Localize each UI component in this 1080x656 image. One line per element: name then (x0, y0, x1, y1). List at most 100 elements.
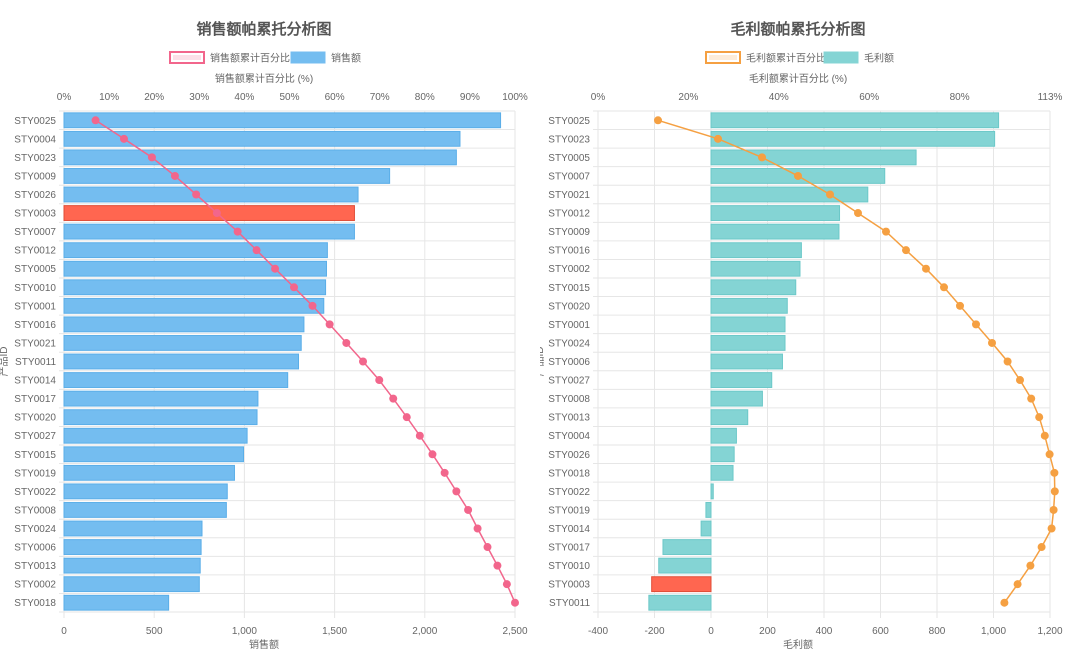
cumulative-point (1045, 450, 1054, 459)
category-label: STY0016 (548, 246, 590, 257)
legend-swatch-bar (823, 51, 859, 64)
top-tick-label: 0% (57, 92, 72, 103)
cumulative-point (988, 338, 996, 347)
bottom-tick-label: 1,500 (322, 626, 347, 637)
bar (710, 242, 802, 259)
cumulative-point (1003, 357, 1012, 366)
category-label: STY0015 (548, 283, 590, 294)
bar (63, 242, 328, 259)
category-label: STY0010 (14, 283, 56, 294)
bar (63, 409, 258, 426)
cumulative-point (794, 171, 802, 180)
cumulative-point (308, 301, 317, 310)
cumulative-point (1049, 505, 1058, 514)
category-label: STY0008 (14, 505, 56, 516)
bar (710, 112, 1000, 129)
bar (710, 260, 801, 277)
bar (710, 427, 737, 444)
top-tick-label: 100% (502, 92, 528, 103)
bottom-tick-label: 800 (929, 626, 946, 637)
top-tick-label: 60% (325, 92, 345, 103)
cumulative-point (502, 580, 511, 589)
category-label: STY0017 (548, 543, 590, 554)
top-tick-label: 10% (99, 92, 119, 103)
category-label: STY0025 (14, 116, 56, 127)
legend-swatch-line (169, 51, 205, 64)
category-label: STY0006 (14, 543, 56, 554)
category-label: STY0026 (548, 450, 590, 461)
bar (63, 576, 200, 593)
bar (63, 112, 502, 129)
cumulative-point (325, 320, 334, 329)
category-label: STY0002 (14, 580, 56, 591)
cumulative-point (1050, 468, 1059, 477)
category-label: STY0024 (14, 524, 56, 535)
category-label: STY0012 (14, 246, 56, 257)
legend-label-line: 毛利额累计百分比 (746, 52, 826, 65)
cumulative-point (714, 134, 722, 143)
bar (710, 130, 996, 147)
bar (63, 390, 259, 407)
category-label: STY0014 (548, 524, 590, 535)
bar (63, 502, 227, 518)
bar (662, 539, 712, 555)
bar (63, 316, 305, 333)
bar (710, 279, 797, 296)
category-label: STY0004 (14, 134, 56, 145)
category-label: STY0005 (14, 264, 56, 275)
category-label: STY0011 (15, 357, 56, 368)
category-label: STY0027 (14, 431, 56, 442)
bar (710, 353, 783, 370)
cumulative-point (440, 468, 449, 477)
bar (63, 557, 201, 574)
top-tick-label: 20% (144, 92, 164, 103)
bar (63, 446, 244, 463)
bottom-tick-label: 1,000 (232, 626, 257, 637)
top-tick-label: 30% (189, 92, 209, 103)
chart-title: 毛利额帕累托分析图 (730, 20, 865, 38)
bottom-tick-label: -400 (588, 626, 608, 637)
top-axis-title: 毛利额累计百分比 (%) (749, 72, 847, 85)
bar (710, 223, 840, 240)
bottom-tick-label: 0 (708, 626, 714, 637)
top-tick-label: 90% (460, 92, 480, 103)
bar (63, 464, 235, 481)
bar (705, 502, 712, 518)
top-tick-label: 40% (234, 92, 254, 103)
cumulative-point (464, 505, 473, 514)
category-label: STY0008 (548, 394, 590, 405)
bar (63, 260, 327, 277)
bar (710, 186, 869, 203)
cumulative-point (389, 394, 398, 403)
y-axis-title: 产品ID (540, 347, 546, 377)
cumulative-point (290, 283, 299, 292)
bar (63, 353, 300, 370)
legend-label-line: 销售额累计百分比 (210, 52, 290, 65)
bottom-tick-label: 0 (61, 626, 67, 637)
category-label: STY0021 (14, 338, 56, 349)
top-tick-label: 0% (591, 92, 606, 103)
bar (63, 186, 359, 203)
category-label: STY0002 (548, 264, 590, 275)
bar (63, 130, 461, 147)
cumulative-point (1013, 580, 1022, 589)
cumulative-point (1016, 376, 1024, 385)
category-label: STY0003 (14, 209, 56, 220)
bar (710, 372, 773, 388)
category-label: STY0015 (14, 450, 56, 461)
cumulative-point (119, 134, 128, 143)
top-tick-label: 80% (415, 92, 435, 103)
bar (710, 335, 786, 351)
cumulative-point (359, 357, 368, 366)
bar (63, 335, 302, 351)
cumulative-point (493, 561, 502, 570)
cumulative-point (271, 264, 280, 273)
cumulative-point (428, 450, 437, 459)
cumulative-point (252, 246, 261, 255)
bar (710, 390, 763, 407)
bar (700, 520, 712, 537)
legend-swatch-line (705, 51, 741, 64)
cumulative-point (1027, 394, 1036, 403)
